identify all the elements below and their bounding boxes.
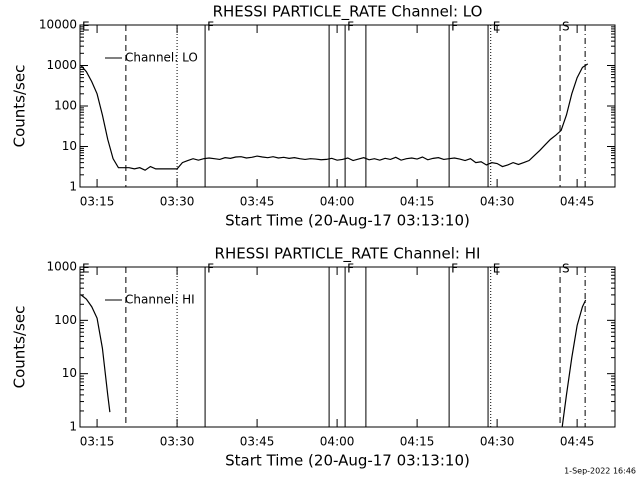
x-tick-label: 04:45 — [560, 435, 595, 449]
x-tick-label: 04:00 — [320, 195, 355, 209]
x-tick-label: 04:30 — [480, 195, 515, 209]
x-tick-label: 04:30 — [480, 435, 515, 449]
y-tick-label: 10 — [62, 366, 77, 380]
chart-title: RHESSI PARTICLE_RATE Channel: LO — [213, 3, 483, 22]
x-tick-label: 04:45 — [560, 195, 595, 209]
y-tick-label: 10000 — [39, 18, 77, 32]
x-tick-label: 04:15 — [400, 435, 435, 449]
flag-label: F — [347, 262, 354, 276]
y-tick-label: 100 — [54, 313, 77, 327]
chart-title: RHESSI PARTICLE_RATE Channel: HI — [215, 245, 481, 264]
plot-frame — [79, 24, 616, 188]
x-tick-label: 03:15 — [80, 435, 115, 449]
y-tick-label: 1 — [69, 420, 77, 434]
x-tick-label: 04:00 — [320, 435, 355, 449]
y-tick-label: 1 — [69, 180, 77, 194]
flag-label: E — [493, 262, 501, 276]
flag-label: E — [82, 20, 90, 34]
flag-label: F — [451, 20, 458, 34]
flag-label: F — [451, 262, 458, 276]
x-axis-label: Start Time (20-Aug-17 03:13:10) — [225, 212, 470, 230]
x-tick-label: 03:45 — [240, 435, 275, 449]
plot-frame — [79, 266, 616, 428]
flag-label: F — [207, 20, 214, 34]
footer: 1-Sep-2022 16:46 — [564, 467, 636, 476]
y-axis-label: Counts/sec — [11, 306, 29, 389]
y-tick-label: 1000 — [46, 260, 77, 274]
y-tick-label: 1000 — [46, 58, 77, 72]
legend-label: Channel: LO — [125, 51, 198, 65]
flag-label: E — [82, 262, 90, 276]
y-tick-label: 10 — [62, 139, 77, 153]
x-tick-label: 03:15 — [80, 195, 115, 209]
data-line — [80, 63, 589, 171]
x-tick-label: 03:45 — [240, 195, 275, 209]
x-tick-label: 03:30 — [160, 435, 195, 449]
y-axis-label: Counts/sec — [11, 65, 29, 148]
flag-label: F — [207, 262, 214, 276]
legend-label: Channel: HI — [125, 293, 195, 307]
flag-label: F — [347, 20, 354, 34]
x-axis-label: Start Time (20-Aug-17 03:13:10) — [225, 452, 470, 470]
flag-label: S — [562, 20, 570, 34]
flag-label: S — [562, 262, 570, 276]
data-line — [80, 294, 587, 427]
x-tick-label: 04:15 — [400, 195, 435, 209]
y-tick-label: 100 — [54, 99, 77, 113]
flag-label: E — [493, 20, 501, 34]
x-tick-label: 03:30 — [160, 195, 195, 209]
